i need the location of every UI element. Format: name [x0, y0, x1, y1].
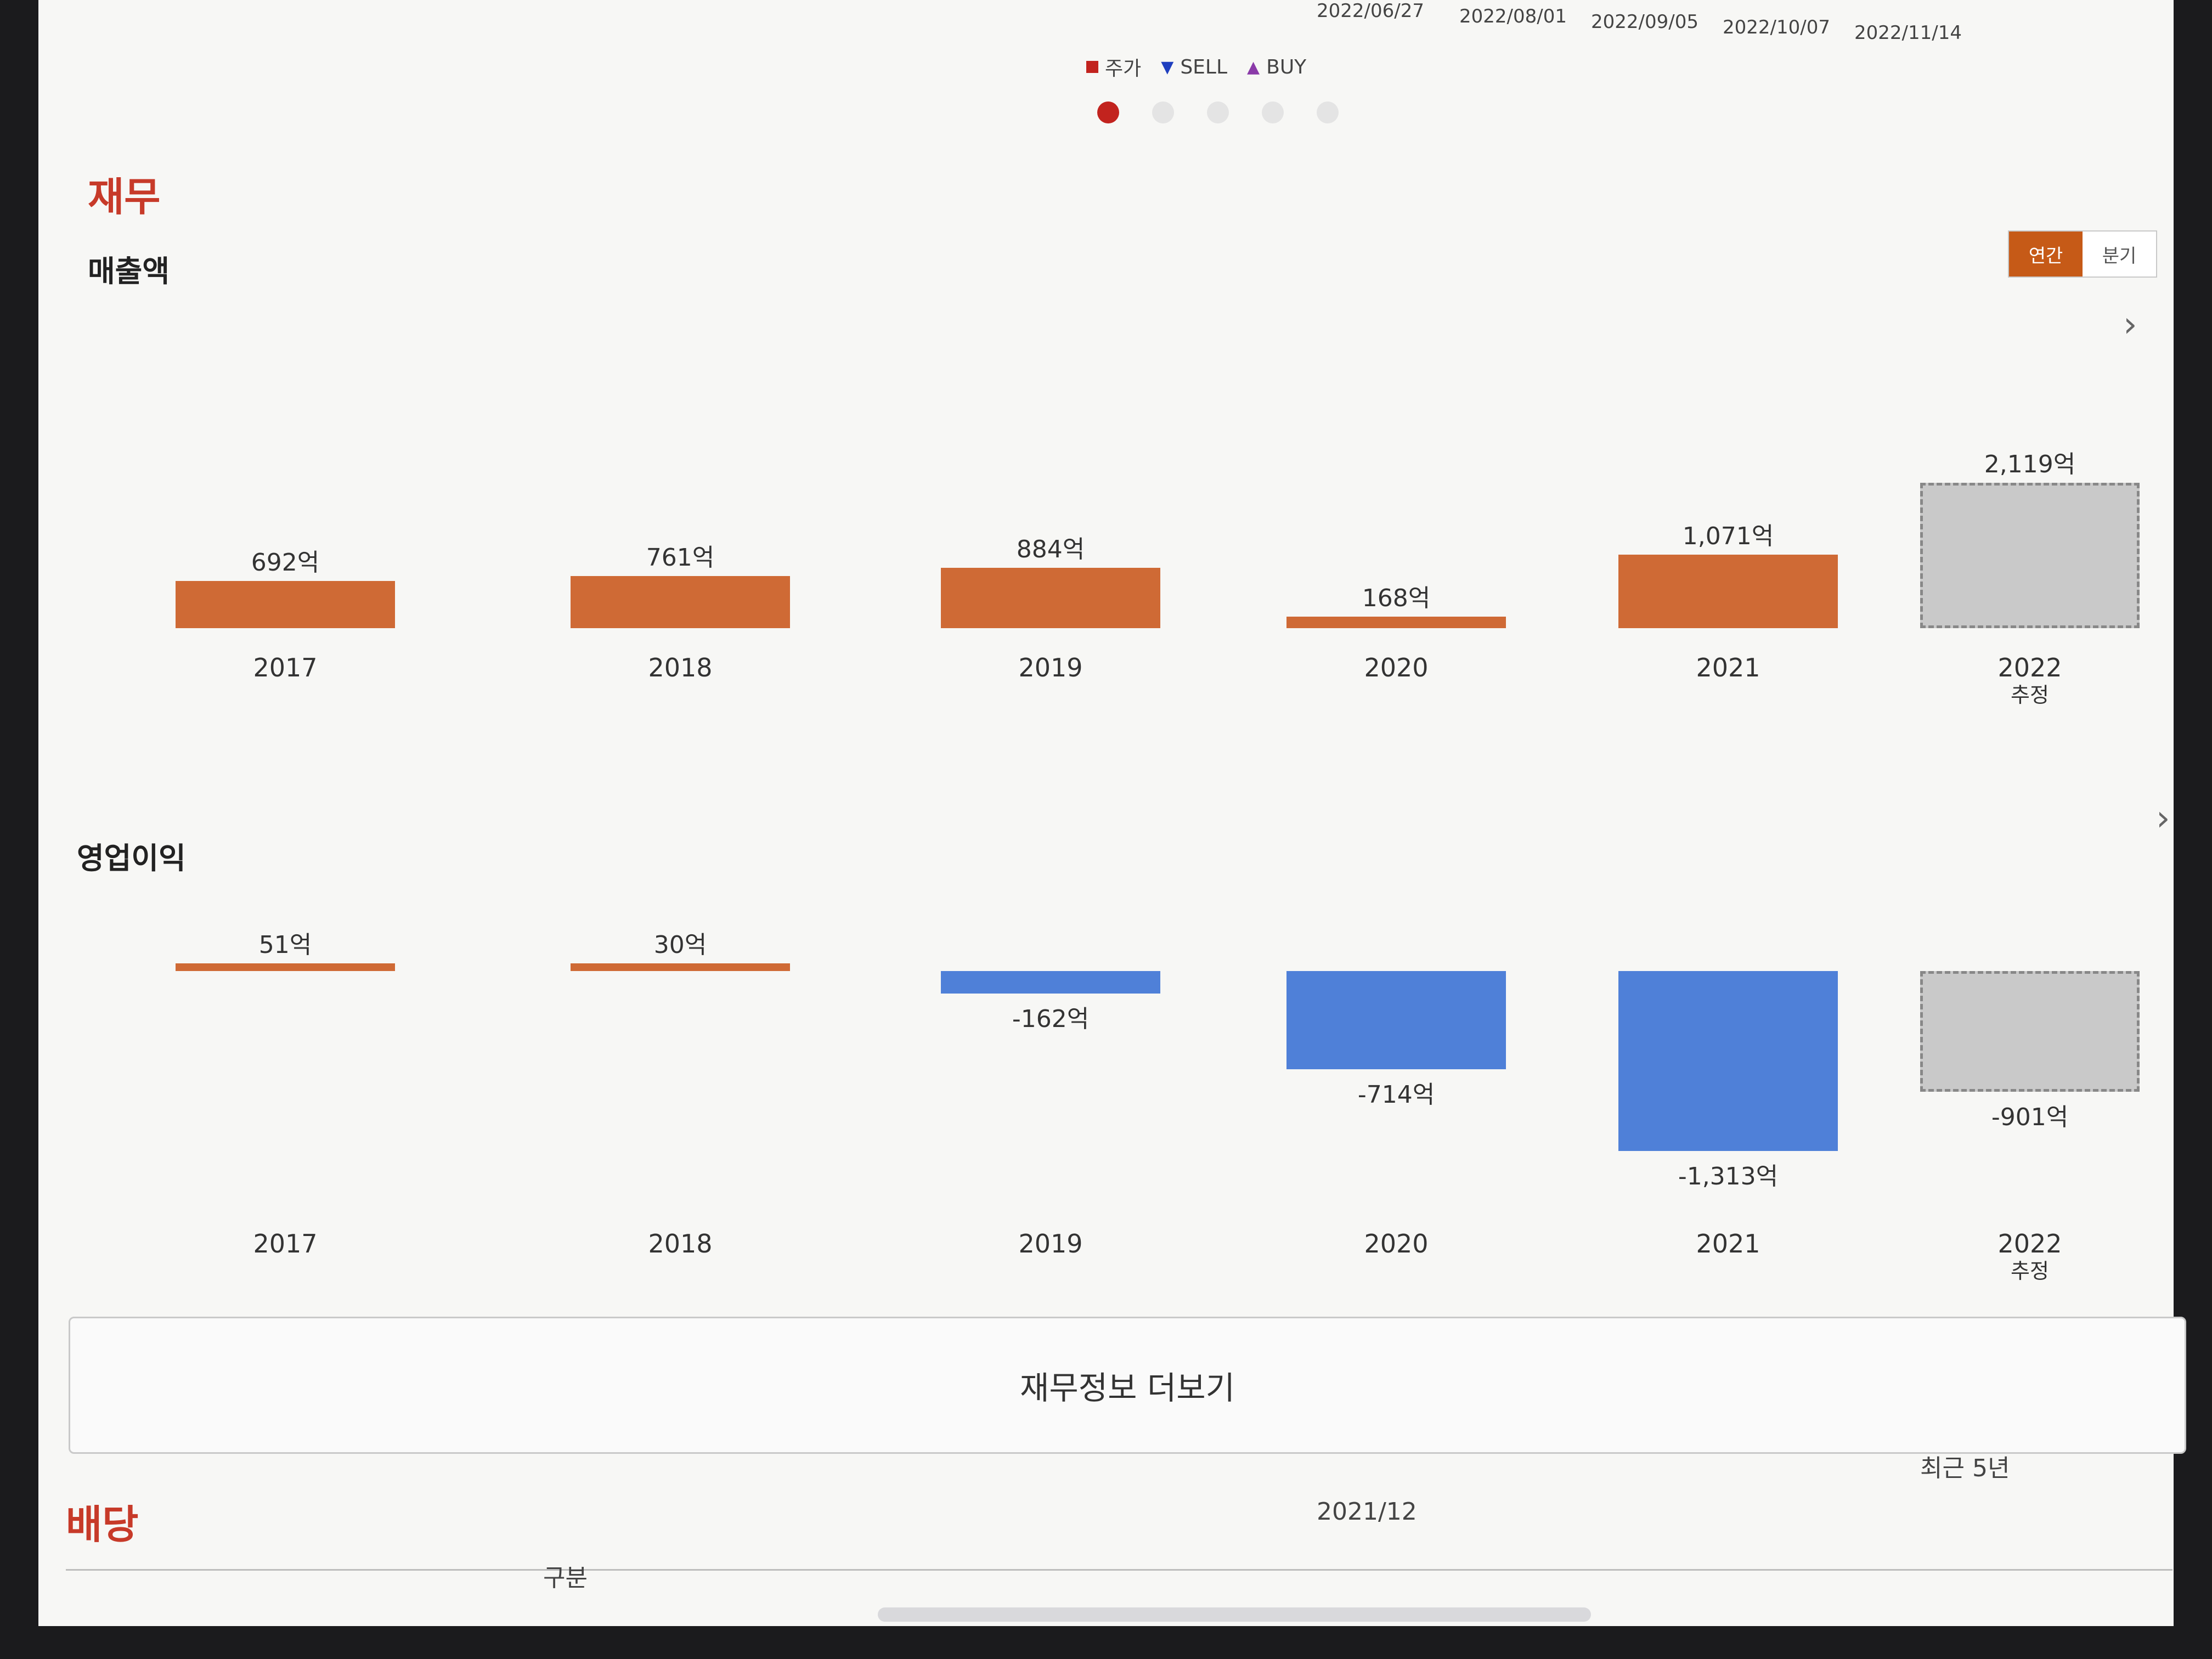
legend-label: SELL: [1180, 55, 1228, 78]
legend-label: 주가: [1105, 58, 1142, 80]
operating-profit-chart-title: 영업이익: [77, 841, 186, 876]
revenue-next-chevron-icon[interactable]: ›: [2123, 304, 2137, 345]
revenue-chart-value-label: 884억: [1016, 535, 1085, 563]
device-bezel-bottom: [0, 1626, 2212, 1659]
revenue-chart-title: 매출액: [88, 254, 170, 289]
revenue-chart-category-label: 2020: [1364, 653, 1429, 682]
quarter-toggle-button[interactable]: 분기: [2083, 232, 2156, 276]
carousel-dot[interactable]: [1207, 101, 1229, 123]
profit-chart-category-label: 2020: [1364, 1229, 1429, 1259]
revenue-chart-category-label: 2019: [1018, 653, 1083, 682]
dividend-table-top-rule: [66, 1569, 2172, 1571]
revenue-chart-value-label: 168억: [1362, 584, 1431, 612]
carousel-dot[interactable]: [1097, 101, 1119, 123]
revenue-chart-value-label: 2,119억: [1984, 450, 2076, 479]
carousel-dot[interactable]: [1317, 101, 1339, 123]
profit-chart-category-label: 2017: [253, 1229, 318, 1259]
profit-chart-value-label: -714억: [1357, 1080, 1435, 1109]
profit-chart-value-label: -1,313억: [1678, 1163, 1779, 1191]
profit-chart-bar: [571, 963, 790, 971]
profit-chart-category-label: 2021: [1696, 1229, 1760, 1259]
revenue-chart-category-subtitle: 추정: [2011, 683, 2049, 708]
price-axis-date-label: 2022/06/27: [1317, 0, 1424, 22]
annual-toggle-button[interactable]: 연간: [2009, 232, 2083, 276]
profit-chart-category-label: 2018: [648, 1229, 713, 1259]
revenue-chart-value-label: 692억: [251, 548, 320, 577]
dividend-column-header: 2021/12: [1317, 1498, 1417, 1526]
price-axis-date-label: 2022/10/07: [1723, 16, 1830, 38]
profit-chart-bar: [1618, 971, 1838, 1152]
revenue-chart-category-label: 2017: [253, 653, 318, 682]
profit-chart-category-label: 2019: [1018, 1229, 1083, 1259]
dividend-section-title: 배당: [66, 1502, 139, 1548]
profit-chart-bar: [941, 971, 1160, 994]
home-indicator[interactable]: [878, 1607, 1591, 1622]
profit-chart-bar: [176, 963, 395, 971]
period-toggle: 연간 분기: [2008, 230, 2157, 278]
legend-item: 주가: [1086, 53, 1141, 81]
triangle-up-icon: ▲: [1247, 57, 1260, 77]
price-chart-legend: 주가 ▼ SELL ▲ BUY: [1086, 53, 1306, 81]
revenue-chart-category-label: 2021: [1696, 653, 1760, 682]
carousel-dots: [1097, 101, 1339, 123]
carousel-dot[interactable]: [1152, 101, 1174, 123]
legend-label: BUY: [1266, 55, 1307, 78]
price-axis-date-label: 2022/09/05: [1591, 11, 1699, 33]
device-bezel-left: [0, 0, 38, 1659]
price-axis-date-label: 2022/11/14: [1854, 22, 1962, 44]
price-chart-date-axis: 2022/06/27 2022/08/01 2022/09/05 2022/10/07…: [1262, 0, 1975, 44]
revenue-chart-bar: [941, 567, 1160, 628]
revenue-chart-bar: [571, 575, 790, 628]
profit-chart-bar: [1286, 971, 1506, 1069]
revenue-chart-bar: [1286, 617, 1506, 628]
profit-chart-bar: [1920, 971, 2140, 1092]
revenue-chart-bar: [1920, 483, 2140, 628]
legend-item: ▲ BUY: [1247, 56, 1306, 78]
legend-item: ▼ SELL: [1161, 56, 1227, 78]
profit-chart-category-subtitle: 추정: [2011, 1259, 2049, 1284]
profit-next-chevron-icon[interactable]: ›: [2156, 798, 2170, 839]
carousel-dot[interactable]: [1262, 101, 1284, 123]
revenue-chart-value-label: 761억: [646, 543, 715, 572]
revenue-chart-bar: [176, 580, 395, 628]
profit-chart-category-label: 2022 추정: [1948, 1229, 2112, 1284]
triangle-down-icon: ▼: [1161, 57, 1174, 77]
profit-chart-value-label: -901억: [1991, 1103, 2069, 1131]
profit-chart-value-label: 30억: [653, 931, 707, 959]
dividend-row-header: 구분: [543, 1564, 588, 1592]
square-icon: [1086, 61, 1098, 73]
finance-more-button[interactable]: 재무정보 더보기: [69, 1317, 2186, 1454]
profit-chart-value-label: 51억: [258, 931, 312, 959]
revenue-chart-bar: [1618, 555, 1838, 628]
revenue-chart-category-label: 2022 추정: [1948, 653, 2112, 708]
revenue-chart-category-label: 2018: [648, 653, 713, 682]
profit-chart-value-label: -162억: [1012, 1005, 1090, 1033]
dividend-period-label: 최근 5년: [1920, 1454, 2010, 1482]
finance-section-title: 재무: [88, 174, 161, 220]
revenue-chart-value-label: 1,071억: [1682, 522, 1774, 551]
price-axis-date-label: 2022/08/01: [1459, 5, 1567, 27]
